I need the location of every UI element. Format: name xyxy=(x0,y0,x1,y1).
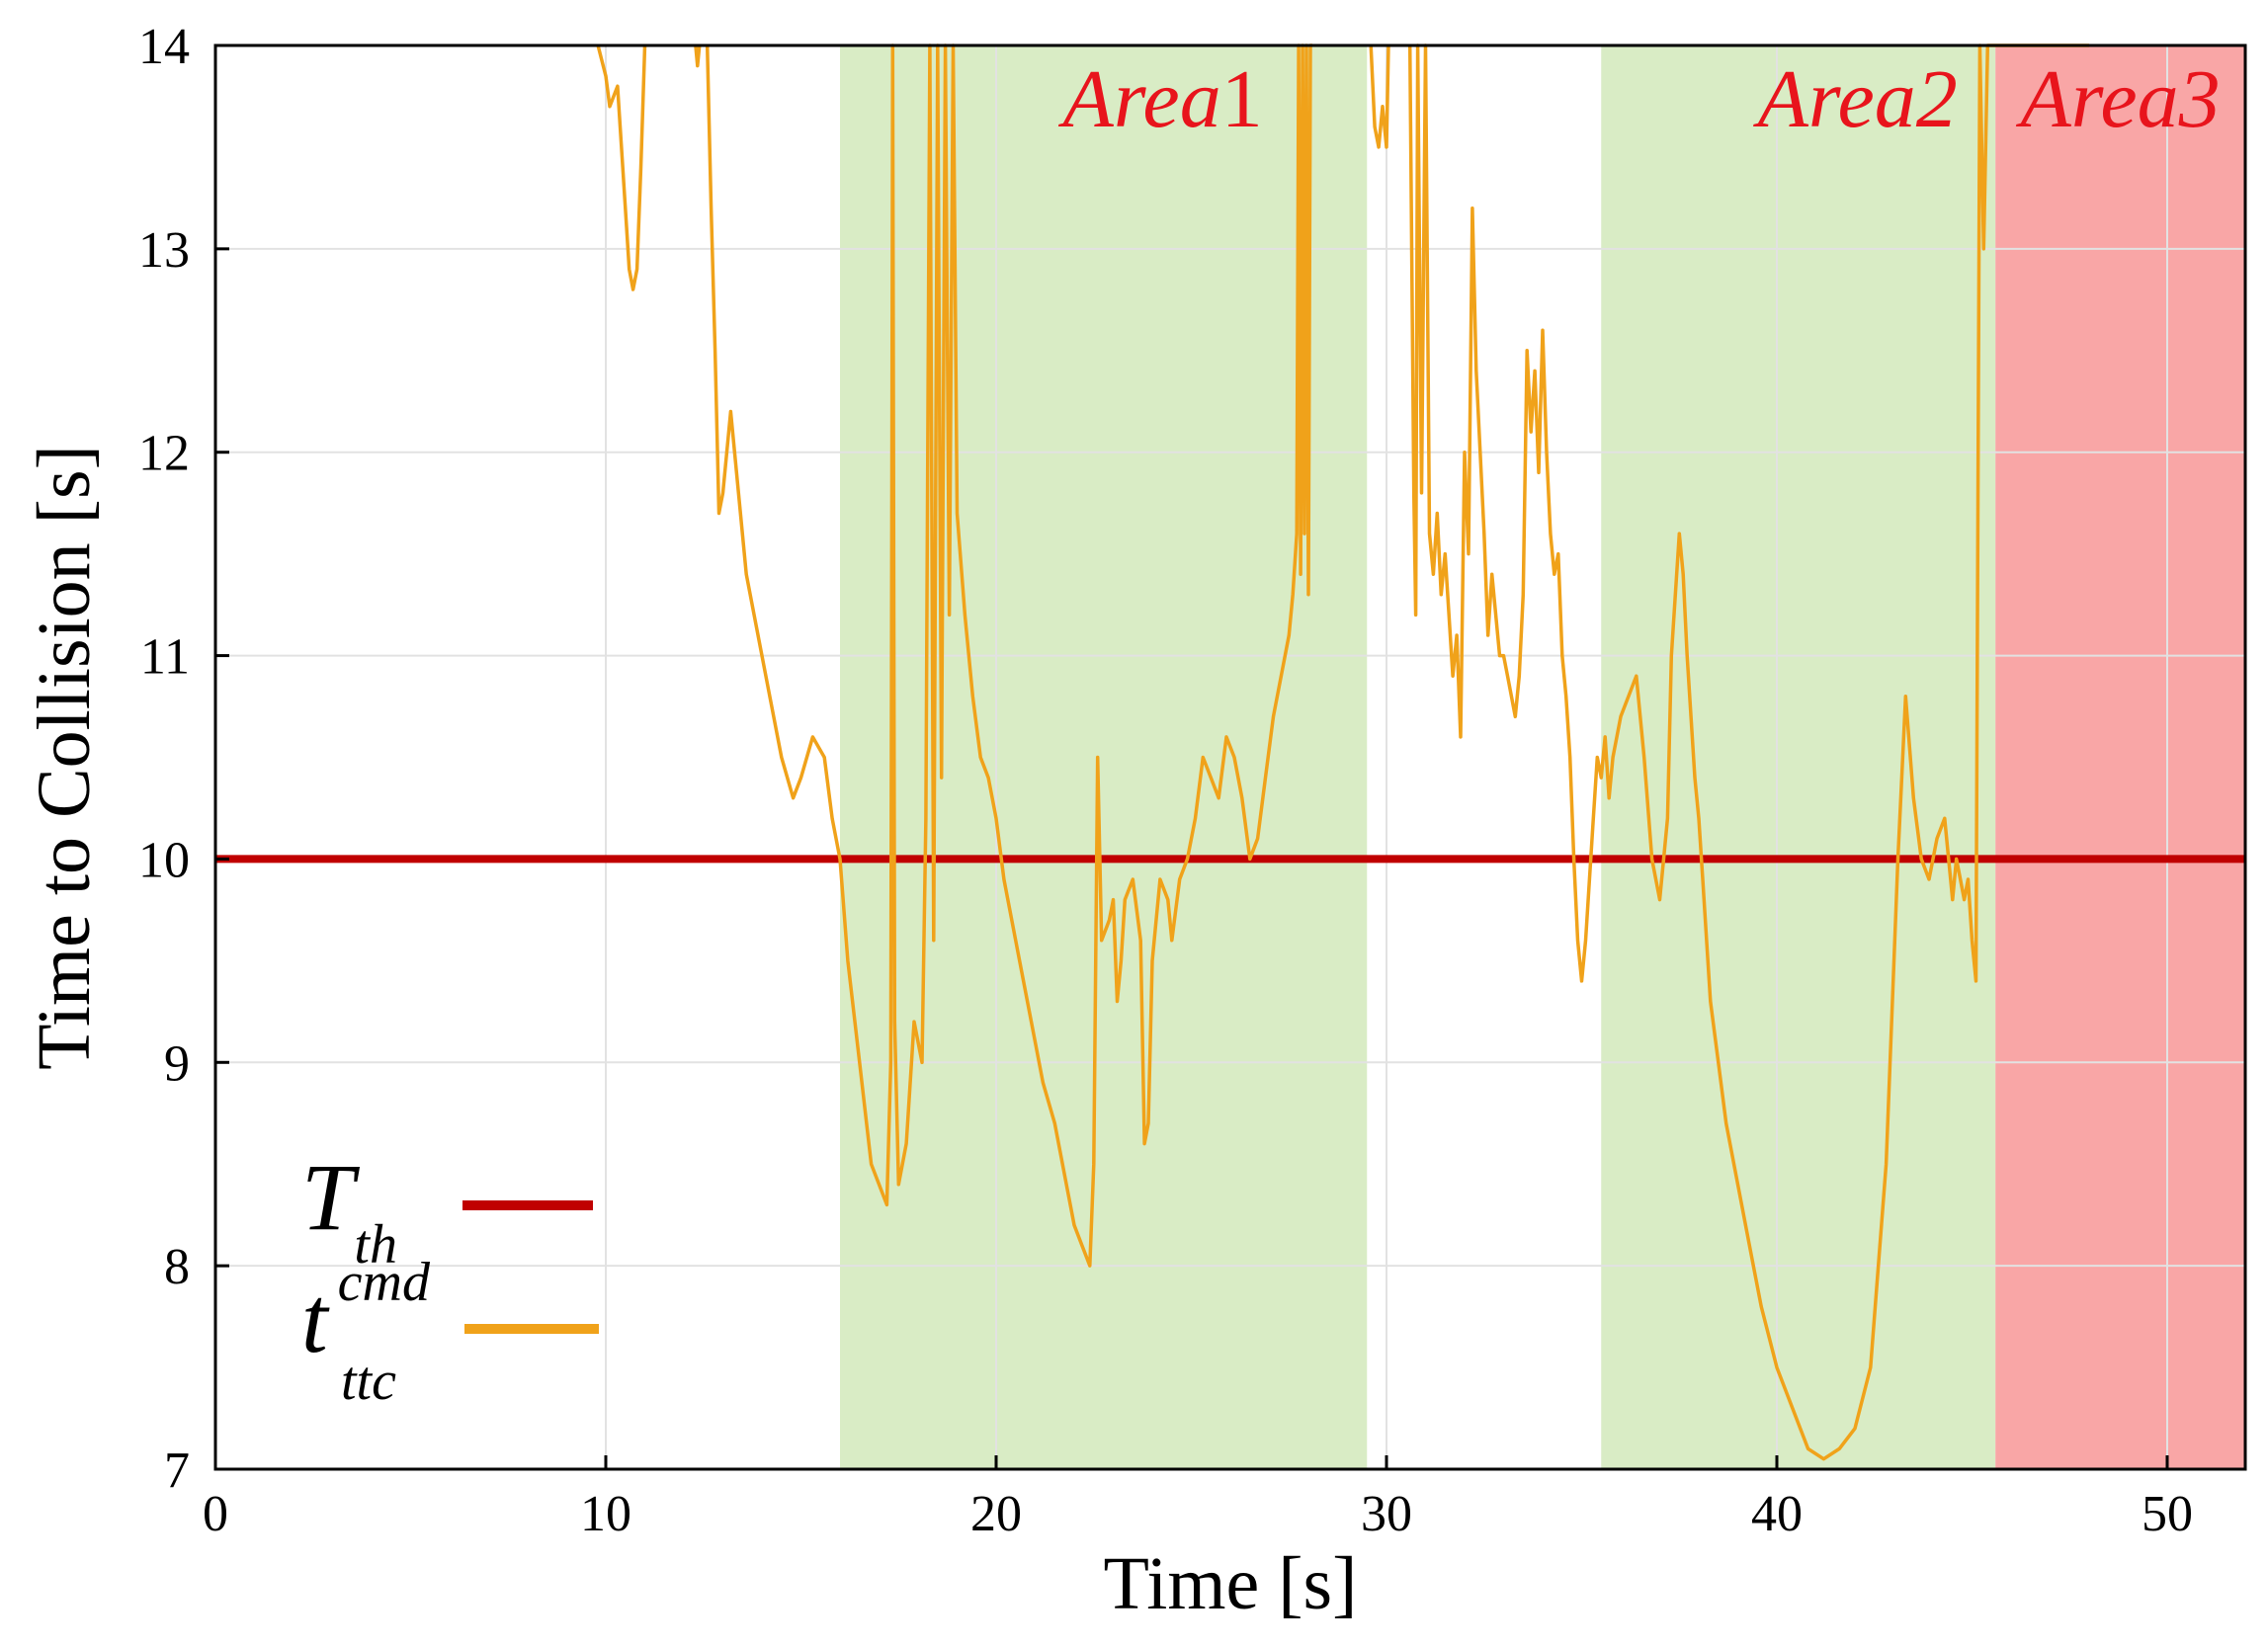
ttc-series-segment xyxy=(705,43,1312,1268)
axis-ticks: 0 10 20 30 40 50 7 8 9 10 11 12 13 14 xyxy=(138,19,2193,1542)
x-tick-label: 20 xyxy=(970,1486,1022,1542)
y-tick-label: 13 xyxy=(138,222,190,279)
data-series xyxy=(215,43,2245,1461)
region-label-2: Area2 xyxy=(1753,53,1958,145)
legend-label-sub: th xyxy=(354,1214,397,1276)
region-3 xyxy=(1995,45,2245,1469)
region-labels: Area1 Area2 Area3 xyxy=(1058,53,2221,145)
legend-label-sup: cmd xyxy=(338,1252,431,1313)
legend-label-base: t xyxy=(301,1267,330,1372)
x-tick-label: 30 xyxy=(1361,1486,1412,1542)
ttc-series-segment xyxy=(596,44,647,291)
y-tick-label: 9 xyxy=(164,1035,190,1092)
y-tick-label: 10 xyxy=(138,832,190,888)
ttc-series-segment xyxy=(1369,44,1390,149)
plot-frame xyxy=(213,43,2247,1471)
grid-lines xyxy=(215,45,2245,1469)
legend-label-base: T xyxy=(301,1144,361,1250)
legend-label-2: t cmd ttc xyxy=(301,1252,431,1412)
region-label-3: Area3 xyxy=(2016,53,2221,145)
x-tick-label: 50 xyxy=(2142,1486,2193,1542)
region-1 xyxy=(840,45,1368,1469)
y-tick-label: 8 xyxy=(164,1239,190,1295)
ttc-series-segment xyxy=(694,44,702,68)
x-tick-label: 0 xyxy=(203,1486,228,1542)
y-tick-label: 14 xyxy=(138,19,190,75)
y-tick-label: 12 xyxy=(138,426,190,482)
shaded-regions xyxy=(840,45,2245,1469)
region-2 xyxy=(1601,45,1996,1469)
y-tick-label: 7 xyxy=(164,1442,190,1499)
legend-label-sub: ttc xyxy=(341,1351,396,1412)
region-label-number: 1 xyxy=(1221,53,1263,145)
x-tick-label: 10 xyxy=(580,1486,631,1542)
region-label-main: Area3 xyxy=(2016,53,2221,145)
legend-label-1: Tth xyxy=(301,1144,397,1276)
region-label-main: Area2 xyxy=(1753,53,1958,145)
x-axis-label: Time [s] xyxy=(1104,1542,1358,1625)
region-label-1: Area1 xyxy=(1058,53,1263,145)
y-tick-label: 11 xyxy=(140,629,190,686)
x-tick-label: 40 xyxy=(1751,1486,1803,1542)
y-axis-label: Time to Collision [s] xyxy=(23,445,106,1070)
region-label-main: Area xyxy=(1058,53,1221,145)
ttc-series-segment xyxy=(1407,43,2089,1461)
